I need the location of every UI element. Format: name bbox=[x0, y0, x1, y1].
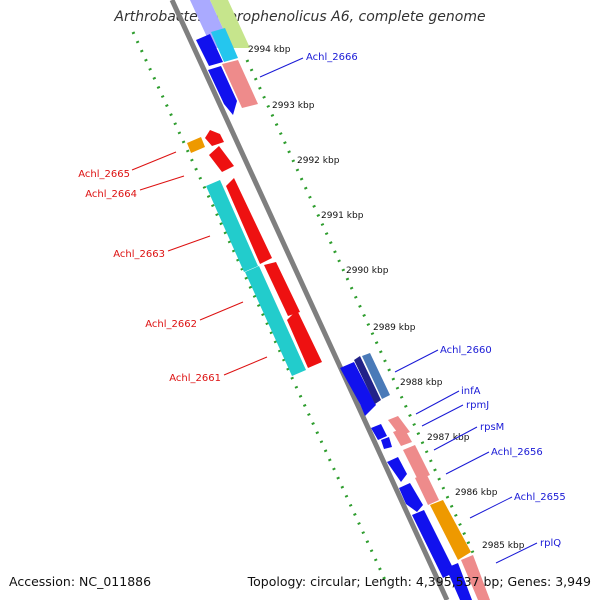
accession-label: Accession: NC_011886 bbox=[9, 574, 152, 589]
gene-label[interactable]: rpmJ bbox=[466, 400, 489, 411]
genome-backbone bbox=[169, 0, 450, 600]
gene-block[interactable] bbox=[206, 180, 258, 272]
gene-block[interactable] bbox=[264, 262, 300, 316]
tick-label: 2986 kbp bbox=[455, 488, 498, 498]
topology-label: Topology: circular; Length: 4,395,537 bp… bbox=[247, 574, 591, 589]
gene-label[interactable]: Achl_2665 bbox=[78, 169, 130, 180]
tick-label: 2992 kbp bbox=[297, 156, 340, 166]
reverse-gene-blocks bbox=[187, 130, 322, 376]
gene-block[interactable] bbox=[461, 555, 490, 600]
gene-block[interactable] bbox=[446, 563, 472, 600]
gene-block[interactable] bbox=[196, 34, 223, 66]
gene-label[interactable]: Achl_2664 bbox=[85, 189, 137, 200]
forward-gene-labels bbox=[259, 57, 538, 564]
gene-label[interactable]: Achl_2661 bbox=[169, 373, 221, 384]
gene-block[interactable] bbox=[210, 0, 250, 48]
gene-block[interactable] bbox=[403, 445, 430, 480]
gene-block[interactable] bbox=[362, 353, 390, 399]
gene-block[interactable] bbox=[430, 500, 471, 560]
gene-block[interactable] bbox=[412, 510, 455, 578]
gene-block[interactable] bbox=[245, 266, 306, 376]
gene-block[interactable] bbox=[287, 310, 322, 368]
gene-block[interactable] bbox=[415, 473, 439, 505]
tick-label: 2991 kbp bbox=[321, 211, 364, 221]
gene-block[interactable] bbox=[222, 60, 258, 108]
gene-block[interactable] bbox=[209, 146, 234, 172]
tick-label: 2987 kbp bbox=[427, 433, 470, 443]
ruler-right bbox=[245, 59, 476, 556]
gene-label[interactable]: Achl_2660 bbox=[440, 345, 492, 356]
gene-block[interactable] bbox=[211, 28, 238, 62]
reverse-gene-labels bbox=[131, 151, 268, 376]
forward-gene-blocks bbox=[190, 0, 490, 600]
tick-label: 2985 kbp bbox=[482, 541, 525, 551]
gene-block[interactable] bbox=[387, 457, 407, 482]
gene-block[interactable] bbox=[208, 66, 237, 115]
tick-label: 2993 kbp bbox=[272, 101, 315, 111]
ruler-left bbox=[131, 31, 387, 581]
gene-label[interactable]: rpsM bbox=[480, 422, 504, 433]
tick-label: 2990 kbp bbox=[346, 266, 389, 276]
gene-label[interactable]: Achl_2663 bbox=[113, 249, 165, 260]
gene-label[interactable]: Achl_2655 bbox=[514, 492, 566, 503]
gene-block[interactable] bbox=[393, 428, 412, 446]
gene-label[interactable]: Achl_2662 bbox=[145, 319, 197, 330]
gene-block[interactable] bbox=[354, 356, 381, 404]
gene-block[interactable] bbox=[381, 437, 392, 449]
gene-block[interactable] bbox=[226, 178, 272, 264]
tick-label: 2994 kbp bbox=[248, 45, 291, 55]
gene-block[interactable] bbox=[205, 130, 224, 146]
gene-label[interactable]: Achl_2656 bbox=[491, 447, 543, 458]
gene-block[interactable] bbox=[371, 424, 387, 440]
tick-label: 2988 kbp bbox=[400, 378, 443, 388]
gene-block[interactable] bbox=[399, 483, 423, 512]
gene-label[interactable]: Achl_2666 bbox=[306, 52, 358, 63]
gene-block[interactable] bbox=[187, 137, 205, 153]
gene-label[interactable]: rplQ bbox=[540, 538, 561, 549]
gene-block[interactable] bbox=[340, 362, 376, 416]
tick-label: 2989 kbp bbox=[373, 323, 416, 333]
gene-label[interactable]: infA bbox=[461, 386, 481, 397]
